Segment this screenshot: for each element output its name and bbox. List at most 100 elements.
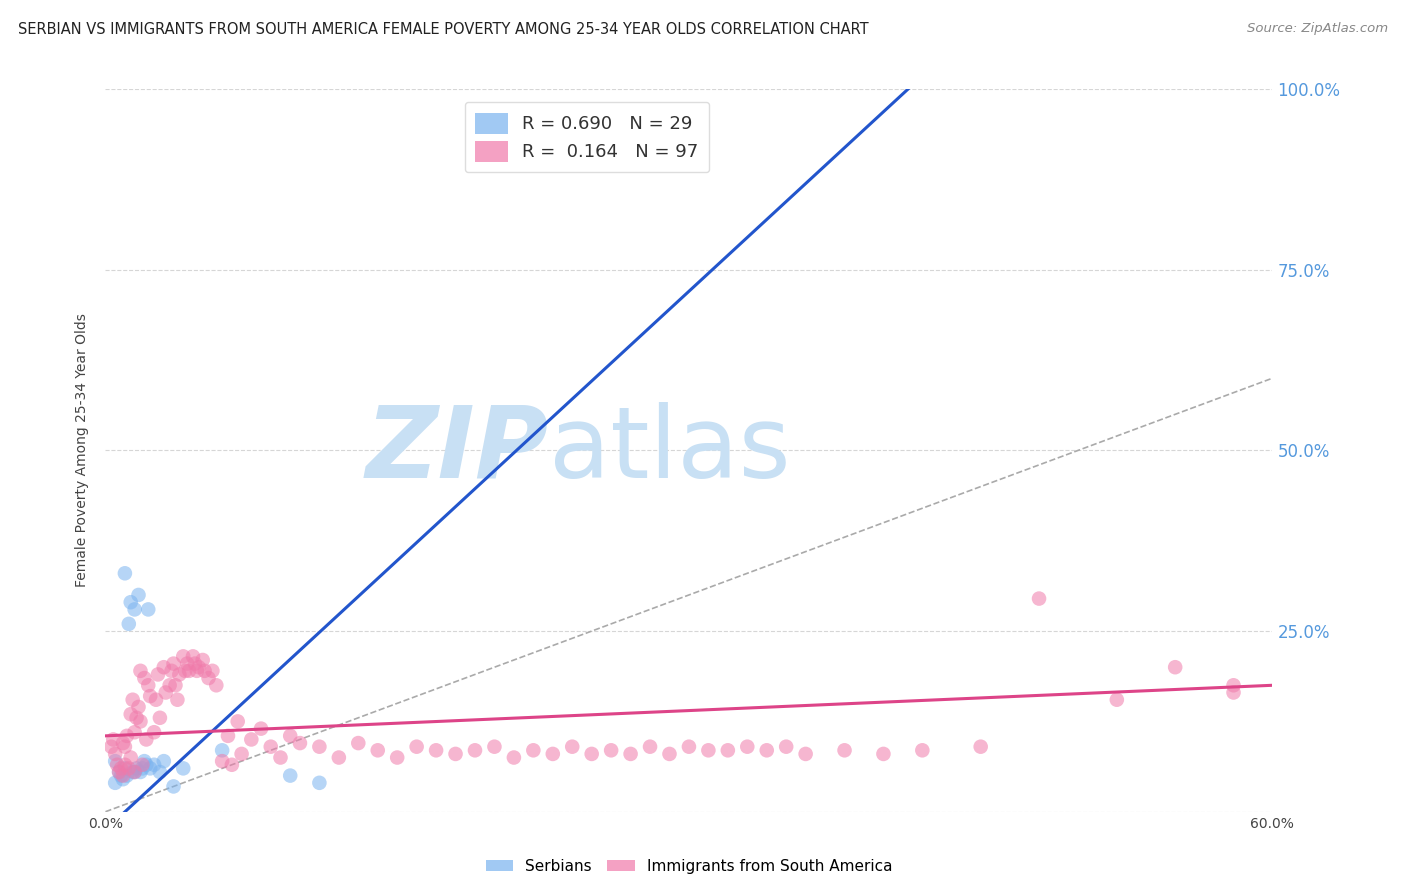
Point: [217, 729, 239, 743]
Point: [522, 743, 544, 757]
Point: [120, 707, 142, 722]
Point: [153, 660, 174, 674]
Point: [172, 649, 194, 664]
Point: [211, 743, 233, 757]
Point: [194, 664, 217, 678]
Point: [100, 739, 122, 754]
Point: [131, 761, 153, 775]
Point: [444, 747, 467, 761]
Point: [541, 747, 564, 761]
Point: [153, 754, 174, 768]
Point: [970, 739, 993, 754]
Point: [124, 602, 146, 616]
Point: [638, 739, 661, 754]
Point: [425, 743, 447, 757]
Point: [111, 736, 134, 750]
Point: [484, 739, 506, 754]
Point: [139, 761, 162, 775]
Point: [385, 750, 408, 764]
Point: [197, 671, 219, 685]
Point: [187, 660, 209, 674]
Point: [136, 678, 159, 692]
Point: [717, 743, 740, 757]
Point: [146, 667, 169, 681]
Point: [105, 757, 128, 772]
Y-axis label: Female Poverty Among 25-34 Year Olds: Female Poverty Among 25-34 Year Olds: [76, 313, 90, 588]
Point: [111, 772, 134, 787]
Point: [697, 743, 720, 757]
Point: [184, 657, 207, 671]
Point: [143, 757, 166, 772]
Point: [1222, 685, 1244, 699]
Point: [1105, 692, 1128, 706]
Point: [176, 657, 198, 671]
Point: [108, 764, 131, 779]
Point: [129, 664, 152, 678]
Point: [231, 747, 253, 761]
Point: [121, 764, 143, 779]
Point: [911, 743, 934, 757]
Text: SERBIAN VS IMMIGRANTS FROM SOUTH AMERICA FEMALE POVERTY AMONG 25-34 YEAR OLDS CO: SERBIAN VS IMMIGRANTS FROM SOUTH AMERICA…: [18, 22, 869, 37]
Point: [159, 678, 181, 692]
Point: [619, 747, 641, 761]
Point: [128, 588, 150, 602]
Point: [308, 776, 330, 790]
Point: [129, 714, 152, 729]
Point: [124, 764, 146, 779]
Point: [162, 657, 184, 671]
Point: [308, 739, 330, 754]
Point: [165, 678, 187, 692]
Point: [174, 664, 197, 678]
Point: [502, 750, 524, 764]
Point: [1164, 660, 1187, 674]
Point: [464, 743, 486, 757]
Point: [155, 685, 177, 699]
Point: [121, 692, 143, 706]
Point: [328, 750, 350, 764]
Point: [134, 754, 156, 768]
Point: [177, 664, 200, 678]
Point: [108, 764, 131, 779]
Point: [1028, 591, 1050, 606]
Point: [288, 736, 311, 750]
Point: [103, 732, 125, 747]
Point: [658, 747, 681, 761]
Legend: R = 0.690   N = 29, R =  0.164   N = 97: R = 0.690 N = 29, R = 0.164 N = 97: [464, 102, 710, 172]
Point: [125, 761, 148, 775]
Point: [145, 692, 167, 706]
Point: [125, 711, 148, 725]
Point: [250, 722, 273, 736]
Point: [367, 743, 389, 757]
Point: [678, 739, 700, 754]
Point: [111, 768, 134, 783]
Point: [124, 764, 146, 779]
Point: [269, 750, 292, 764]
Point: [347, 736, 370, 750]
Point: [118, 616, 141, 631]
Point: [581, 747, 603, 761]
Point: [124, 725, 146, 739]
Point: [143, 725, 166, 739]
Legend: Serbians, Immigrants from South America: Serbians, Immigrants from South America: [479, 853, 898, 880]
Text: Source: ZipAtlas.com: Source: ZipAtlas.com: [1247, 22, 1388, 36]
Point: [240, 732, 263, 747]
Point: [205, 678, 228, 692]
Point: [134, 671, 156, 685]
Point: [211, 754, 233, 768]
Point: [405, 739, 427, 754]
Point: [278, 768, 301, 783]
Point: [169, 667, 191, 681]
Point: [114, 739, 136, 754]
Point: [794, 747, 817, 761]
Point: [834, 743, 856, 757]
Point: [114, 566, 136, 581]
Point: [104, 754, 127, 768]
Point: [118, 761, 141, 775]
Text: atlas: atlas: [548, 402, 790, 499]
Point: [135, 732, 157, 747]
Point: [186, 664, 208, 678]
Point: [135, 757, 157, 772]
Point: [114, 761, 136, 775]
Point: [115, 729, 138, 743]
Point: [755, 743, 778, 757]
